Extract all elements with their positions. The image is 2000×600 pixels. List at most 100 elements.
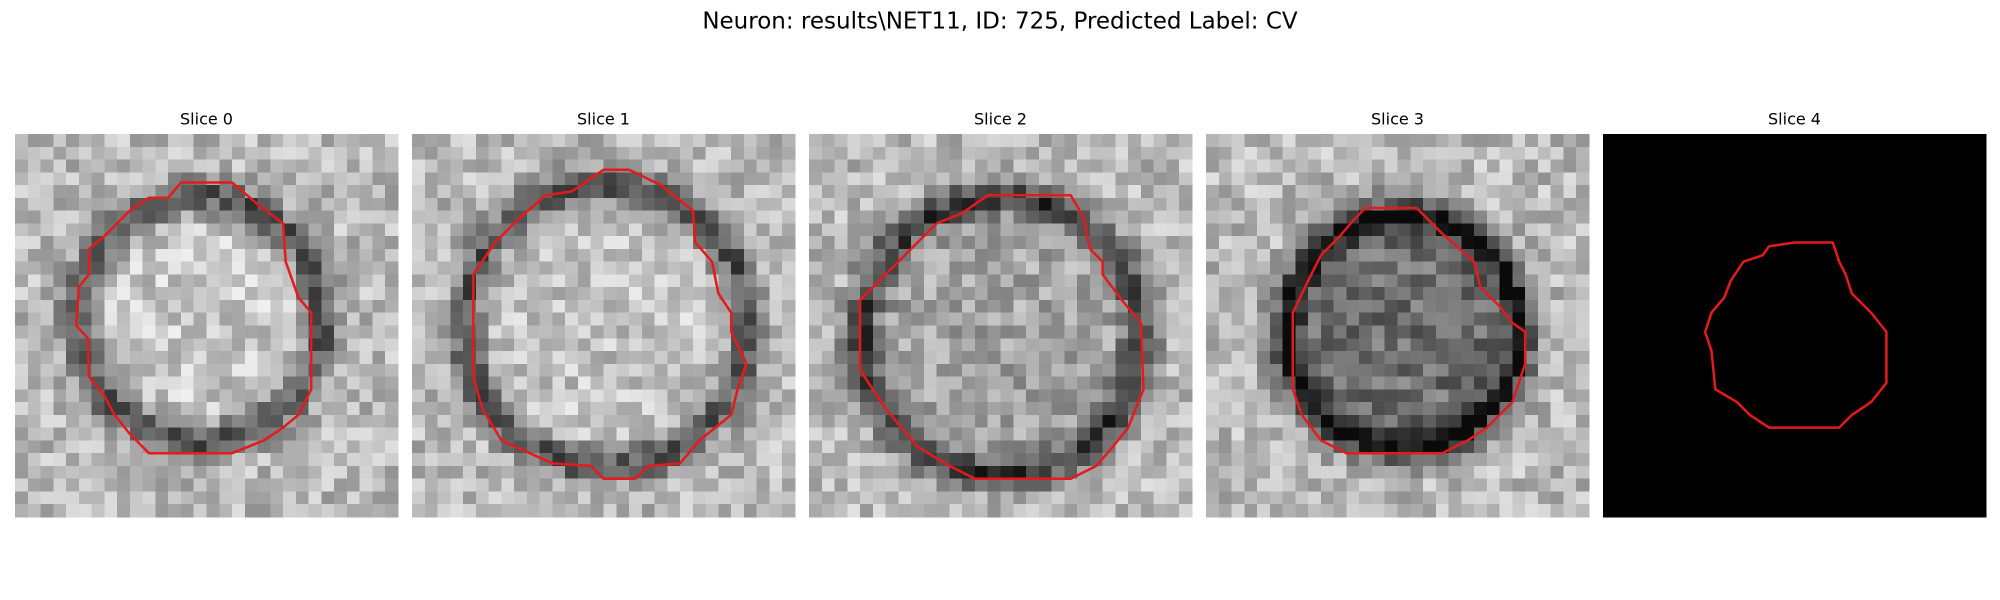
pixel: [1461, 261, 1475, 275]
pixel: [1346, 491, 1360, 505]
pixel: [1756, 453, 1770, 467]
pixel: [244, 402, 259, 416]
pixel: [616, 172, 630, 186]
pixel: [346, 312, 361, 326]
pixel: [1525, 440, 1539, 454]
pixel: [501, 504, 515, 518]
pixel: [847, 363, 861, 378]
pixel: [692, 504, 707, 518]
pixel: [756, 299, 770, 314]
pixel: [1743, 299, 1757, 314]
pixel: [437, 159, 451, 173]
pixel: [1743, 440, 1757, 454]
pixel: [1089, 287, 1104, 301]
pixel: [1832, 146, 1847, 161]
pixel: [1461, 210, 1475, 224]
pixel: [1051, 491, 1065, 505]
pixel: [1896, 274, 1910, 288]
pixel: [1089, 363, 1104, 378]
pixel: [1410, 248, 1424, 263]
pixel: [936, 134, 950, 148]
pixel: [1705, 453, 1719, 467]
pixel: [66, 440, 80, 454]
pixel: [437, 453, 451, 467]
pixel: [501, 210, 515, 224]
pixel: [1269, 453, 1284, 467]
pixel: [1525, 159, 1539, 173]
pixel: [603, 363, 617, 378]
pixel: [1807, 427, 1821, 441]
pixel: [782, 236, 796, 250]
pixel: [1064, 159, 1078, 173]
pixel: [1947, 134, 1961, 148]
pixel: [1947, 159, 1961, 173]
pixel: [270, 223, 284, 237]
pixel: [1603, 185, 1617, 199]
pixel: [667, 274, 681, 288]
pixel: [514, 172, 528, 186]
pixel: [1308, 185, 1322, 199]
pixel: [1550, 427, 1564, 441]
pixel: [142, 185, 156, 199]
pixel: [1486, 210, 1501, 224]
pixel: [1717, 185, 1732, 199]
pixel: [974, 172, 989, 186]
pixel: [1768, 172, 1783, 186]
pixel: [1717, 402, 1732, 416]
pixel: [1512, 478, 1526, 492]
pixel: [450, 159, 464, 173]
pixel: [872, 325, 887, 339]
pixel: [334, 389, 348, 403]
pixel: [1179, 440, 1193, 454]
pixel: [1166, 453, 1180, 467]
pixel: [616, 478, 630, 492]
pixel: [1960, 287, 1974, 301]
pixel: [1423, 440, 1437, 454]
pixel: [1525, 287, 1539, 301]
pixel: [40, 325, 54, 339]
pixel: [1128, 146, 1142, 161]
pixel: [1512, 236, 1526, 250]
pixel: [1576, 351, 1590, 365]
pixel: [1705, 185, 1719, 199]
pixel: [1768, 248, 1783, 263]
pixel: [1537, 299, 1552, 314]
pixel: [180, 134, 195, 148]
pixel: [1666, 351, 1681, 365]
pixel: [1257, 453, 1271, 467]
pixel: [680, 287, 694, 301]
pixel: [346, 504, 361, 518]
pixel: [847, 440, 861, 454]
pixel: [27, 299, 42, 314]
pixel: [1512, 453, 1526, 467]
pixel: [424, 363, 439, 378]
pixel: [40, 274, 54, 288]
pixel: [129, 363, 144, 378]
pixel: [1603, 338, 1617, 352]
pixel: [1615, 414, 1630, 429]
pixel: [78, 427, 93, 441]
pixel: [155, 236, 169, 250]
pixel: [1359, 299, 1373, 314]
pixel: [718, 223, 732, 237]
pixel: [1603, 363, 1617, 378]
pixel: [424, 299, 439, 314]
pixel: [1666, 453, 1681, 467]
pixel: [731, 274, 745, 288]
pixel: [15, 465, 29, 480]
pixel: [1717, 465, 1732, 480]
pixel: [1461, 363, 1475, 378]
pixel: [590, 299, 604, 314]
pixel: [1371, 134, 1386, 148]
pixel: [232, 402, 246, 416]
pixel: [117, 146, 131, 161]
pixel: [1410, 146, 1424, 161]
pixel: [1013, 261, 1027, 275]
pixel: [1499, 248, 1513, 263]
pixel: [1525, 389, 1539, 403]
pixel: [1486, 338, 1501, 352]
pixel: [885, 210, 899, 224]
pixel: [232, 185, 246, 199]
pixel: [1896, 351, 1910, 365]
pixel: [129, 287, 144, 301]
